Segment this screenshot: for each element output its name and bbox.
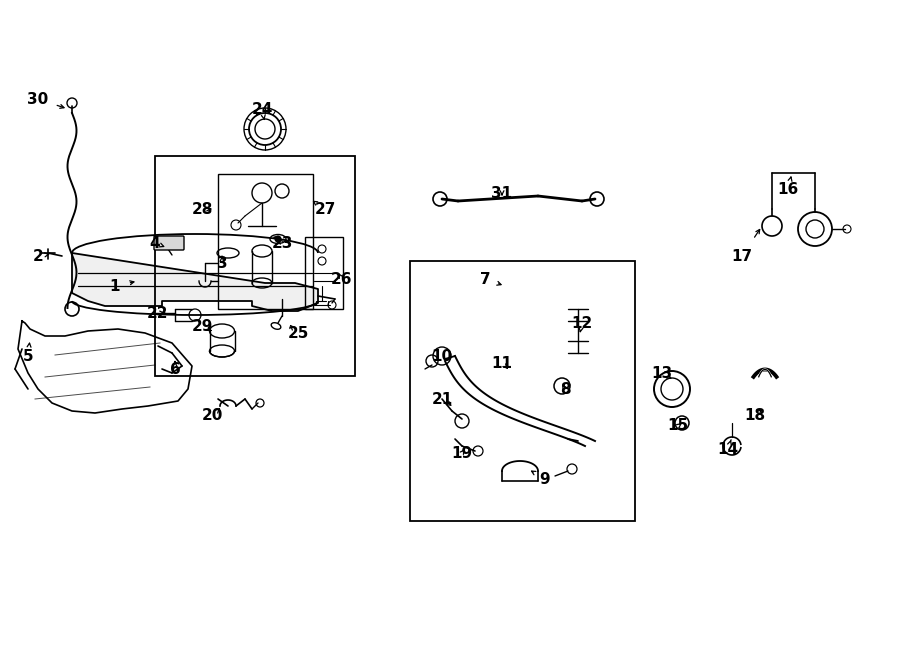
Text: 30: 30 [27, 91, 49, 106]
Text: 13: 13 [652, 366, 672, 381]
Text: 4: 4 [149, 235, 160, 251]
Text: 1: 1 [110, 278, 121, 293]
Text: 15: 15 [668, 418, 688, 434]
Text: 8: 8 [560, 381, 571, 397]
Text: 2: 2 [32, 249, 43, 264]
Text: 22: 22 [148, 305, 169, 321]
Text: 25: 25 [287, 325, 309, 340]
Text: 28: 28 [192, 202, 212, 217]
Text: 23: 23 [271, 235, 292, 251]
Text: 3: 3 [217, 256, 228, 270]
Text: 12: 12 [572, 315, 592, 330]
Text: 16: 16 [778, 182, 798, 196]
Bar [305, 237, 343, 309]
Text: 27: 27 [314, 202, 336, 217]
Text: 7: 7 [480, 272, 491, 286]
Text: 24: 24 [251, 102, 273, 116]
Circle shape [275, 236, 281, 242]
Bar [155, 156, 355, 376]
Text: 6: 6 [169, 362, 180, 377]
Text: 10: 10 [431, 348, 453, 364]
Text: 26: 26 [331, 272, 353, 286]
Polygon shape [72, 253, 318, 311]
Text: 14: 14 [717, 442, 739, 457]
Text: 18: 18 [744, 408, 766, 424]
Text: 19: 19 [452, 446, 472, 461]
Bar [410, 261, 635, 521]
Text: 17: 17 [732, 249, 752, 264]
Text: 21: 21 [431, 391, 453, 407]
Text: 29: 29 [192, 319, 212, 334]
Text: 5: 5 [22, 348, 33, 364]
Bar [218, 174, 313, 309]
FancyBboxPatch shape [154, 236, 184, 250]
Text: 11: 11 [491, 356, 512, 371]
Text: 20: 20 [202, 408, 222, 424]
Text: 31: 31 [491, 186, 513, 200]
Text: 9: 9 [540, 471, 550, 486]
